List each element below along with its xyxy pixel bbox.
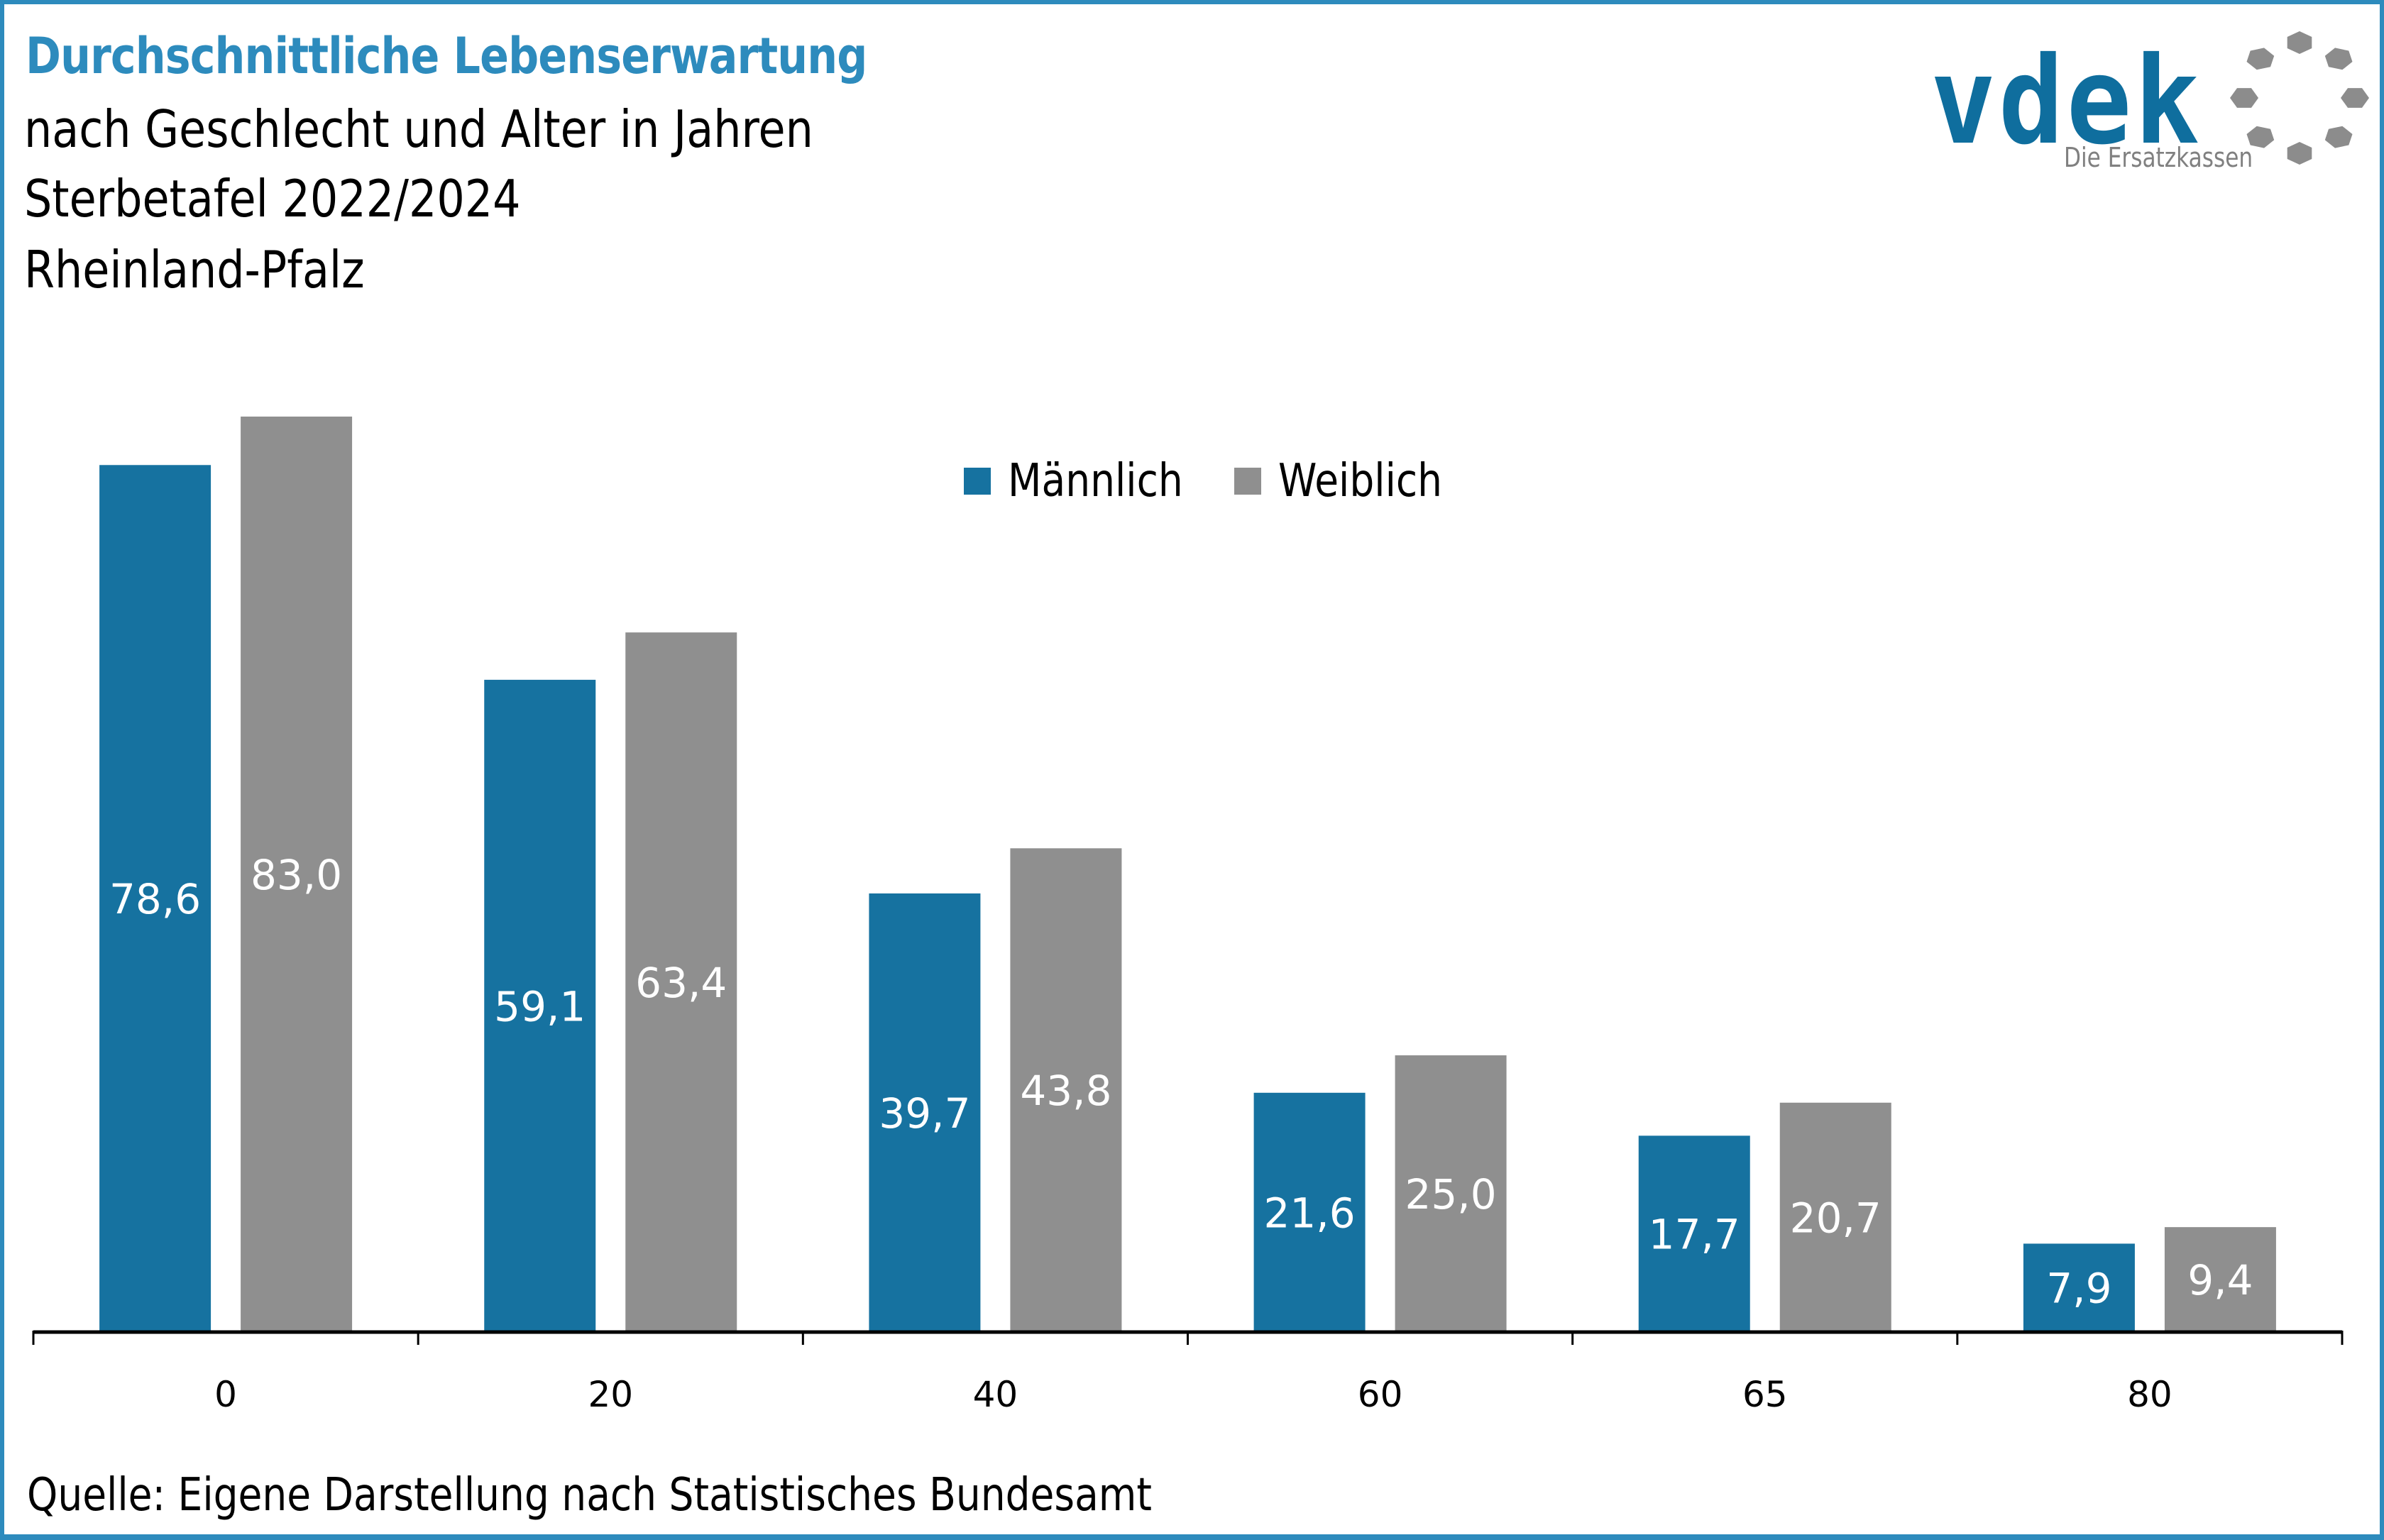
logo-ring-segment (2287, 31, 2312, 54)
source-note: Quelle: Eigene Darstellung nach Statisti… (27, 1469, 1153, 1522)
data-label-female-60: 25,0 (1405, 1170, 1497, 1219)
logo-wordmark: vdek (1930, 31, 2202, 172)
data-label-male-60: 21,6 (1264, 1189, 1356, 1237)
logo-ring-segment (2287, 142, 2312, 165)
bar-female-0 (241, 417, 353, 1331)
legend-item-female: Weiblich (1234, 455, 1469, 507)
data-label-male-80: 7,9 (2046, 1265, 2111, 1313)
dotted-ring-icon (2230, 31, 2369, 165)
logo-ring-segment (2324, 48, 2353, 70)
logo-ring-segment (2246, 48, 2275, 70)
logo-ring-segment (2324, 126, 2353, 148)
chart-subtitle-3: Rheinland-Pfalz (24, 240, 365, 299)
data-label-male-40: 39,7 (879, 1089, 970, 1138)
bar-male-60 (1253, 1092, 1366, 1331)
data-label-male-65: 17,7 (1649, 1211, 1740, 1259)
data-label-female-80: 9,4 (2187, 1256, 2253, 1304)
logo-ring-segment (2341, 88, 2369, 108)
bar-female-65 (1779, 1102, 1891, 1331)
vdek-logo: vdek Die Ersatzkassen (1930, 21, 2371, 185)
bar-male-65 (1638, 1135, 1750, 1331)
chart-legend: Männlich Weiblich (964, 453, 1499, 510)
data-label-male-20: 59,1 (494, 982, 586, 1030)
bar-female-60 (1395, 1055, 1507, 1331)
logo-ring-segment (2246, 126, 2275, 148)
bar-male-80 (2023, 1243, 2135, 1331)
bar-male-20 (484, 679, 596, 1331)
chart-title: Durchschnittliche Lebenserwartung (26, 27, 867, 85)
legend-label-female: Weiblich (1278, 455, 1442, 507)
data-label-female-0: 83,0 (251, 851, 342, 899)
logo-ring-segment (2230, 88, 2258, 108)
x-tick-label-0: 0 (214, 1374, 237, 1415)
chart-subtitle-2: Sterbetafel 2022/2024 (24, 169, 521, 229)
legend-label-male: Männlich (1008, 455, 1183, 507)
data-label-female-20: 63,4 (635, 959, 727, 1007)
chart-subtitle-1: nach Geschlecht und Alter in Jahren (24, 99, 813, 159)
logo-tagline: Die Ersatzkassen (2064, 142, 2253, 173)
x-tick-label-40: 40 (973, 1374, 1018, 1415)
bar-male-40 (869, 893, 981, 1331)
x-tick-label-65: 65 (1742, 1374, 1788, 1415)
legend-swatch-female (1234, 468, 1261, 495)
bar-female-40 (1010, 848, 1122, 1331)
bar-female-20 (625, 632, 737, 1331)
data-label-female-40: 43,8 (1020, 1067, 1111, 1115)
x-tick-label-20: 20 (588, 1374, 633, 1415)
x-tick-label-60: 60 (1358, 1374, 1403, 1415)
x-tick-label-80: 80 (2127, 1374, 2172, 1415)
bar-male-0 (99, 465, 212, 1331)
data-label-male-0: 78,6 (109, 875, 201, 923)
legend-swatch-male (964, 468, 991, 495)
bar-female-80 (2164, 1227, 2276, 1331)
legend-item-male: Männlich (964, 455, 1212, 507)
data-label-female-65: 20,7 (1790, 1194, 1882, 1242)
